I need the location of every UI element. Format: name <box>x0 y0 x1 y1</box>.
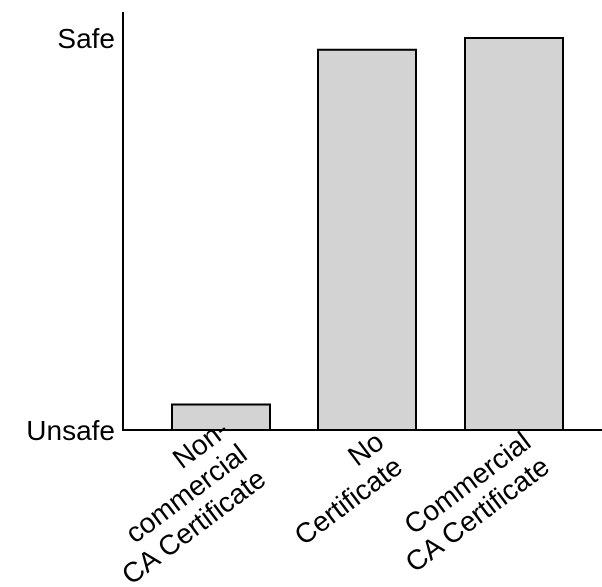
y-tick-labels: Unsafe Safe <box>26 23 115 446</box>
bar-2 <box>318 50 416 430</box>
bar-3 <box>465 38 563 430</box>
y-tick-label-1: Unsafe <box>26 415 115 446</box>
bars-group <box>172 38 563 430</box>
y-tick-label-2: Safe <box>57 23 115 54</box>
x-tick-label-line: Certificate <box>289 450 408 551</box>
